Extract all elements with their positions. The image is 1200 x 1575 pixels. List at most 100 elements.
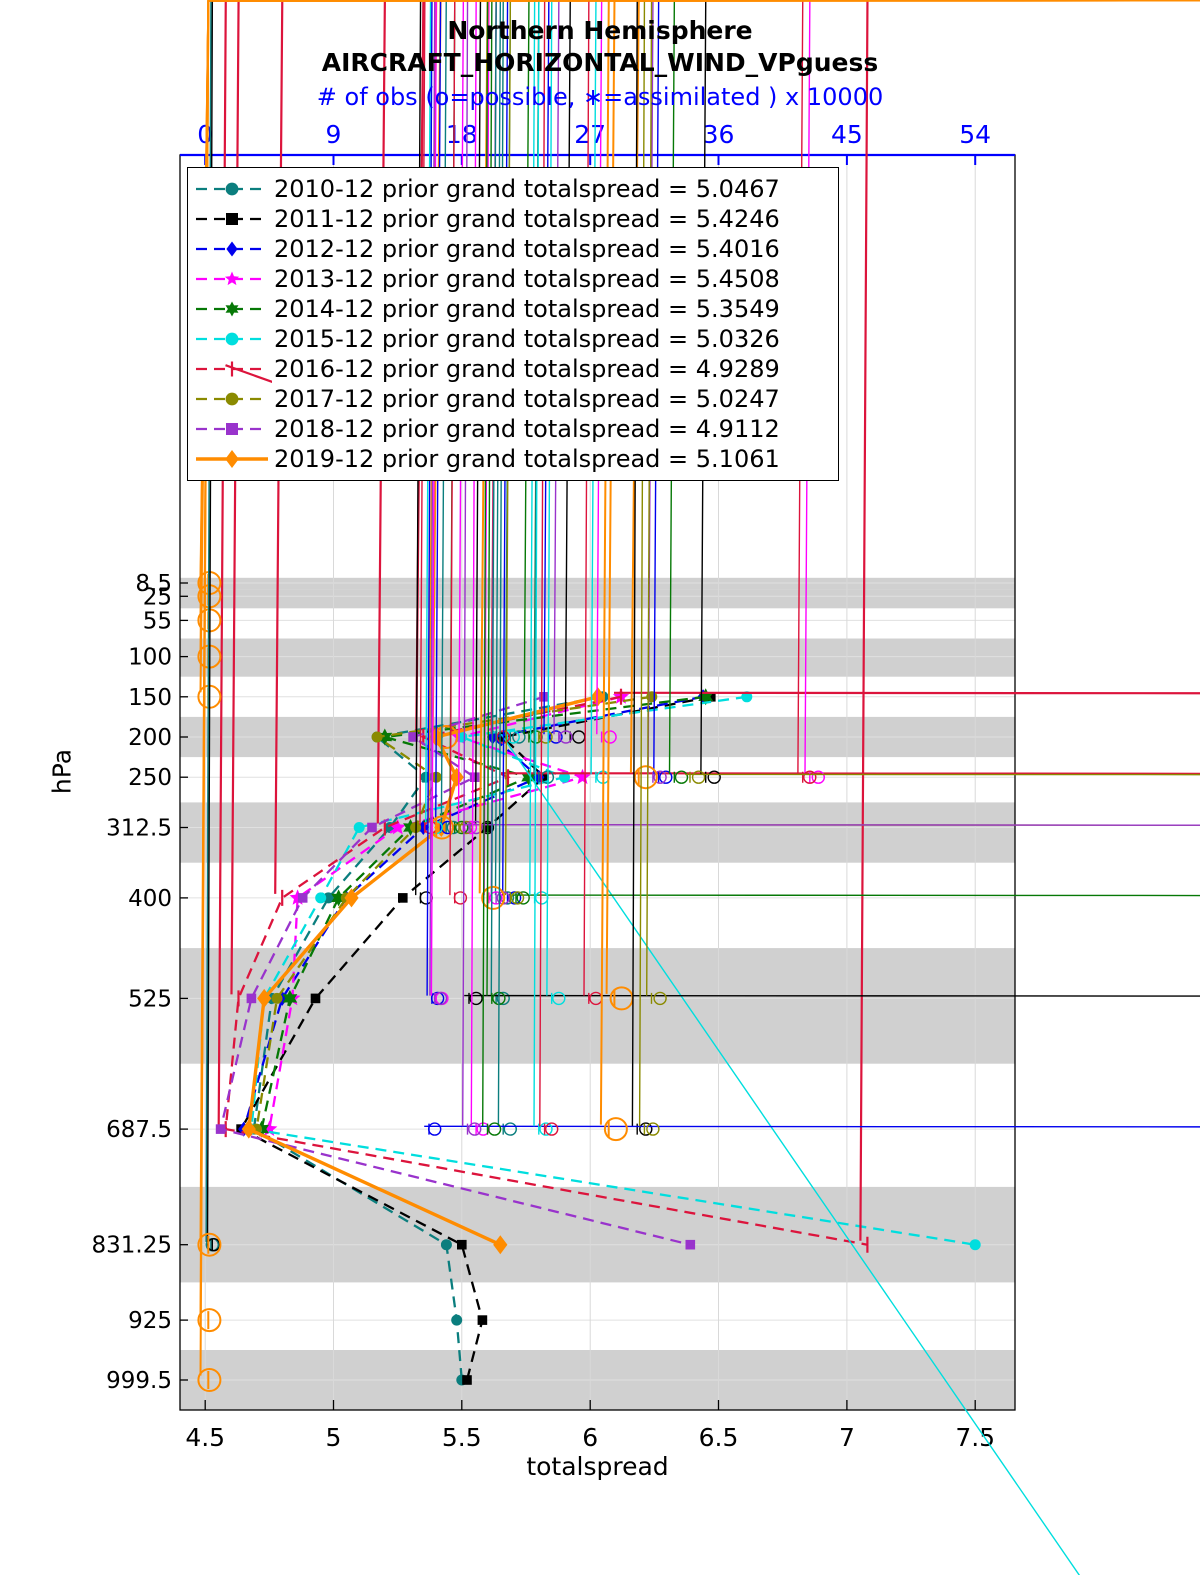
legend-label: 2019-12 prior grand totalspread = 5.1061: [274, 445, 780, 473]
obs-assimilated-marker: [685, 771, 1200, 783]
shaded-band: [180, 802, 1015, 863]
legend-sample: [196, 301, 268, 317]
obs-possible-marker: [811, 770, 825, 784]
legend-label: 2015-12 prior grand totalspread = 5.0326: [274, 325, 780, 353]
legend-sample: [196, 332, 268, 346]
y-axis-label: hPa: [47, 748, 77, 795]
obs-possible-marker: [659, 770, 673, 784]
obs-possible-marker: [481, 885, 506, 910]
obs-possible-marker: [633, 765, 658, 790]
y-tick-label: 999.5: [106, 1368, 172, 1394]
obs-assimilated-marker: [464, 822, 1200, 833]
top-tick-label: 0: [197, 120, 213, 149]
obs-possible-marker: [545, 1122, 559, 1136]
legend-sample: [196, 450, 268, 468]
legend-item-2016: 2016-12 prior grand totalspread = 4.9289: [192, 354, 838, 384]
legend-sample: [196, 241, 268, 257]
axes: 4.5 5 5.5 6 6.5 7 7.50 9 18 27 36 45 548.52555100150…: [92, 120, 1016, 1452]
y-tick-label: 525: [128, 986, 172, 1012]
obs-possible-marker: [469, 991, 483, 1006]
obs-possible-marker: [516, 891, 530, 905]
x-tick-label: 7: [839, 1423, 855, 1452]
legend-item-2019: 2019-12 prior grand totalspread = 5.1061: [192, 444, 838, 474]
x-tick-label: 5.5: [442, 1423, 482, 1452]
series-line-2013: [268, 695, 622, 1130]
series-line-2017: [255, 695, 652, 1130]
y-tick-label: 100: [128, 645, 172, 671]
legend-label: 2010-12 prior grand totalspread = 5.0467: [274, 175, 780, 203]
x-tick-label: 4.5: [185, 1423, 225, 1452]
shaded-band: [180, 1186, 1015, 1283]
obs-possible-marker: [503, 1122, 517, 1136]
obs-possible-marker: [653, 991, 667, 1006]
top-tick-label: 45: [831, 120, 863, 149]
obs-possible-marker: [549, 730, 563, 744]
legend-sample: [196, 361, 272, 383]
obs-possible-marker: [469, 820, 483, 835]
y-tick-label: 8.5: [135, 571, 172, 597]
chart-subtitle: AIRCRAFT_HORIZONTAL_WIND_VPguess: [321, 48, 879, 77]
legend-item-2011: 2011-12 prior grand totalspread = 5.4246: [192, 204, 838, 234]
obs-possible-marker: [506, 730, 520, 744]
legend-sample: [196, 213, 268, 225]
x-tick-label: 7.5: [955, 1423, 995, 1452]
top-axis-label: # of obs (o=possible, ∗=assimilated ) x …: [316, 83, 884, 111]
obs-possible-marker: [707, 770, 721, 784]
obs-possible-marker: [691, 770, 706, 784]
obs-possible-marker: [489, 891, 503, 905]
obs-possible-marker: [197, 1368, 222, 1392]
y-tick-label: 831.25: [92, 1233, 172, 1259]
y-tick-label: 250: [128, 765, 172, 791]
obs-assimilated-marker: [424, 1123, 1200, 1135]
y-tick-label: 312.5: [106, 816, 172, 842]
legend-sample: [196, 392, 268, 406]
obs-possible-marker: [539, 1122, 553, 1136]
obs-possible-marker: [434, 725, 459, 749]
obs-possible-marker: [468, 1122, 482, 1136]
top-tick-label: 36: [703, 120, 735, 149]
legend-item-2017: 2017-12 prior grand totalspread = 5.0247: [192, 384, 838, 414]
obs-possible-marker: [639, 1122, 653, 1136]
y-tick-label: 687.5: [106, 1117, 172, 1143]
obs-possible-marker: [653, 770, 667, 784]
obs-possible-marker: [646, 1122, 660, 1136]
x-tick-label: 5: [326, 1423, 342, 1452]
obs-possible-marker: [512, 730, 526, 744]
series-line-2011: [239, 695, 712, 1381]
series-line-2018: [219, 695, 691, 1246]
obs-assimilated-marker: [511, 892, 1200, 904]
legend-sample: [196, 271, 268, 286]
obs-assimilated-marker: [464, 992, 1200, 1004]
y-tick-label: 200: [128, 725, 172, 751]
x-tick-label: 6: [582, 1423, 598, 1452]
chart-title: Northern Hemisphere: [447, 16, 753, 45]
obs-possible-marker: [197, 1232, 222, 1257]
series-line-2015: [250, 695, 976, 1246]
legend-label: 2016-12 prior grand totalspread = 4.9289: [274, 355, 780, 383]
legend-label: 2017-12 prior grand totalspread = 5.0247: [274, 385, 780, 413]
obs-possible-marker: [674, 770, 689, 784]
series-line-2010: [252, 695, 604, 1381]
legend-sample: [196, 182, 268, 196]
legend-label: 2013-12 prior grand totalspread = 5.4508: [274, 265, 780, 293]
obs-possible-marker: [539, 730, 553, 744]
top-tick-label: 9: [326, 120, 342, 149]
y-tick-label: 925: [128, 1308, 172, 1334]
legend-item-2014: 2014-12 prior grand totalspread = 5.3549: [192, 294, 838, 324]
legend-sample: [196, 423, 268, 435]
obs-possible-marker: [559, 730, 573, 744]
legend-item-2012: 2012-12 prior grand totalspread = 5.4016: [192, 234, 838, 264]
legend-item-2010: 2010-12 prior grand totalspread = 5.0467: [192, 174, 838, 204]
x-axis-label: totalspread: [526, 1452, 669, 1481]
legend-label: 2012-12 prior grand totalspread = 5.4016: [274, 235, 780, 263]
y-tick-label: 150: [128, 685, 172, 711]
legend-item-2015: 2015-12 prior grand totalspread = 5.0326: [192, 324, 838, 354]
y-tick-label: 25: [143, 584, 172, 610]
shaded-band: [180, 948, 1015, 1064]
obs-possible-marker: [197, 1308, 222, 1333]
obs-possible-marker: [603, 1117, 628, 1142]
legend-item-2018: 2018-12 prior grand totalspread = 4.9112: [192, 414, 838, 444]
legend-label: 2014-12 prior grand totalspread = 5.3549: [274, 295, 780, 323]
